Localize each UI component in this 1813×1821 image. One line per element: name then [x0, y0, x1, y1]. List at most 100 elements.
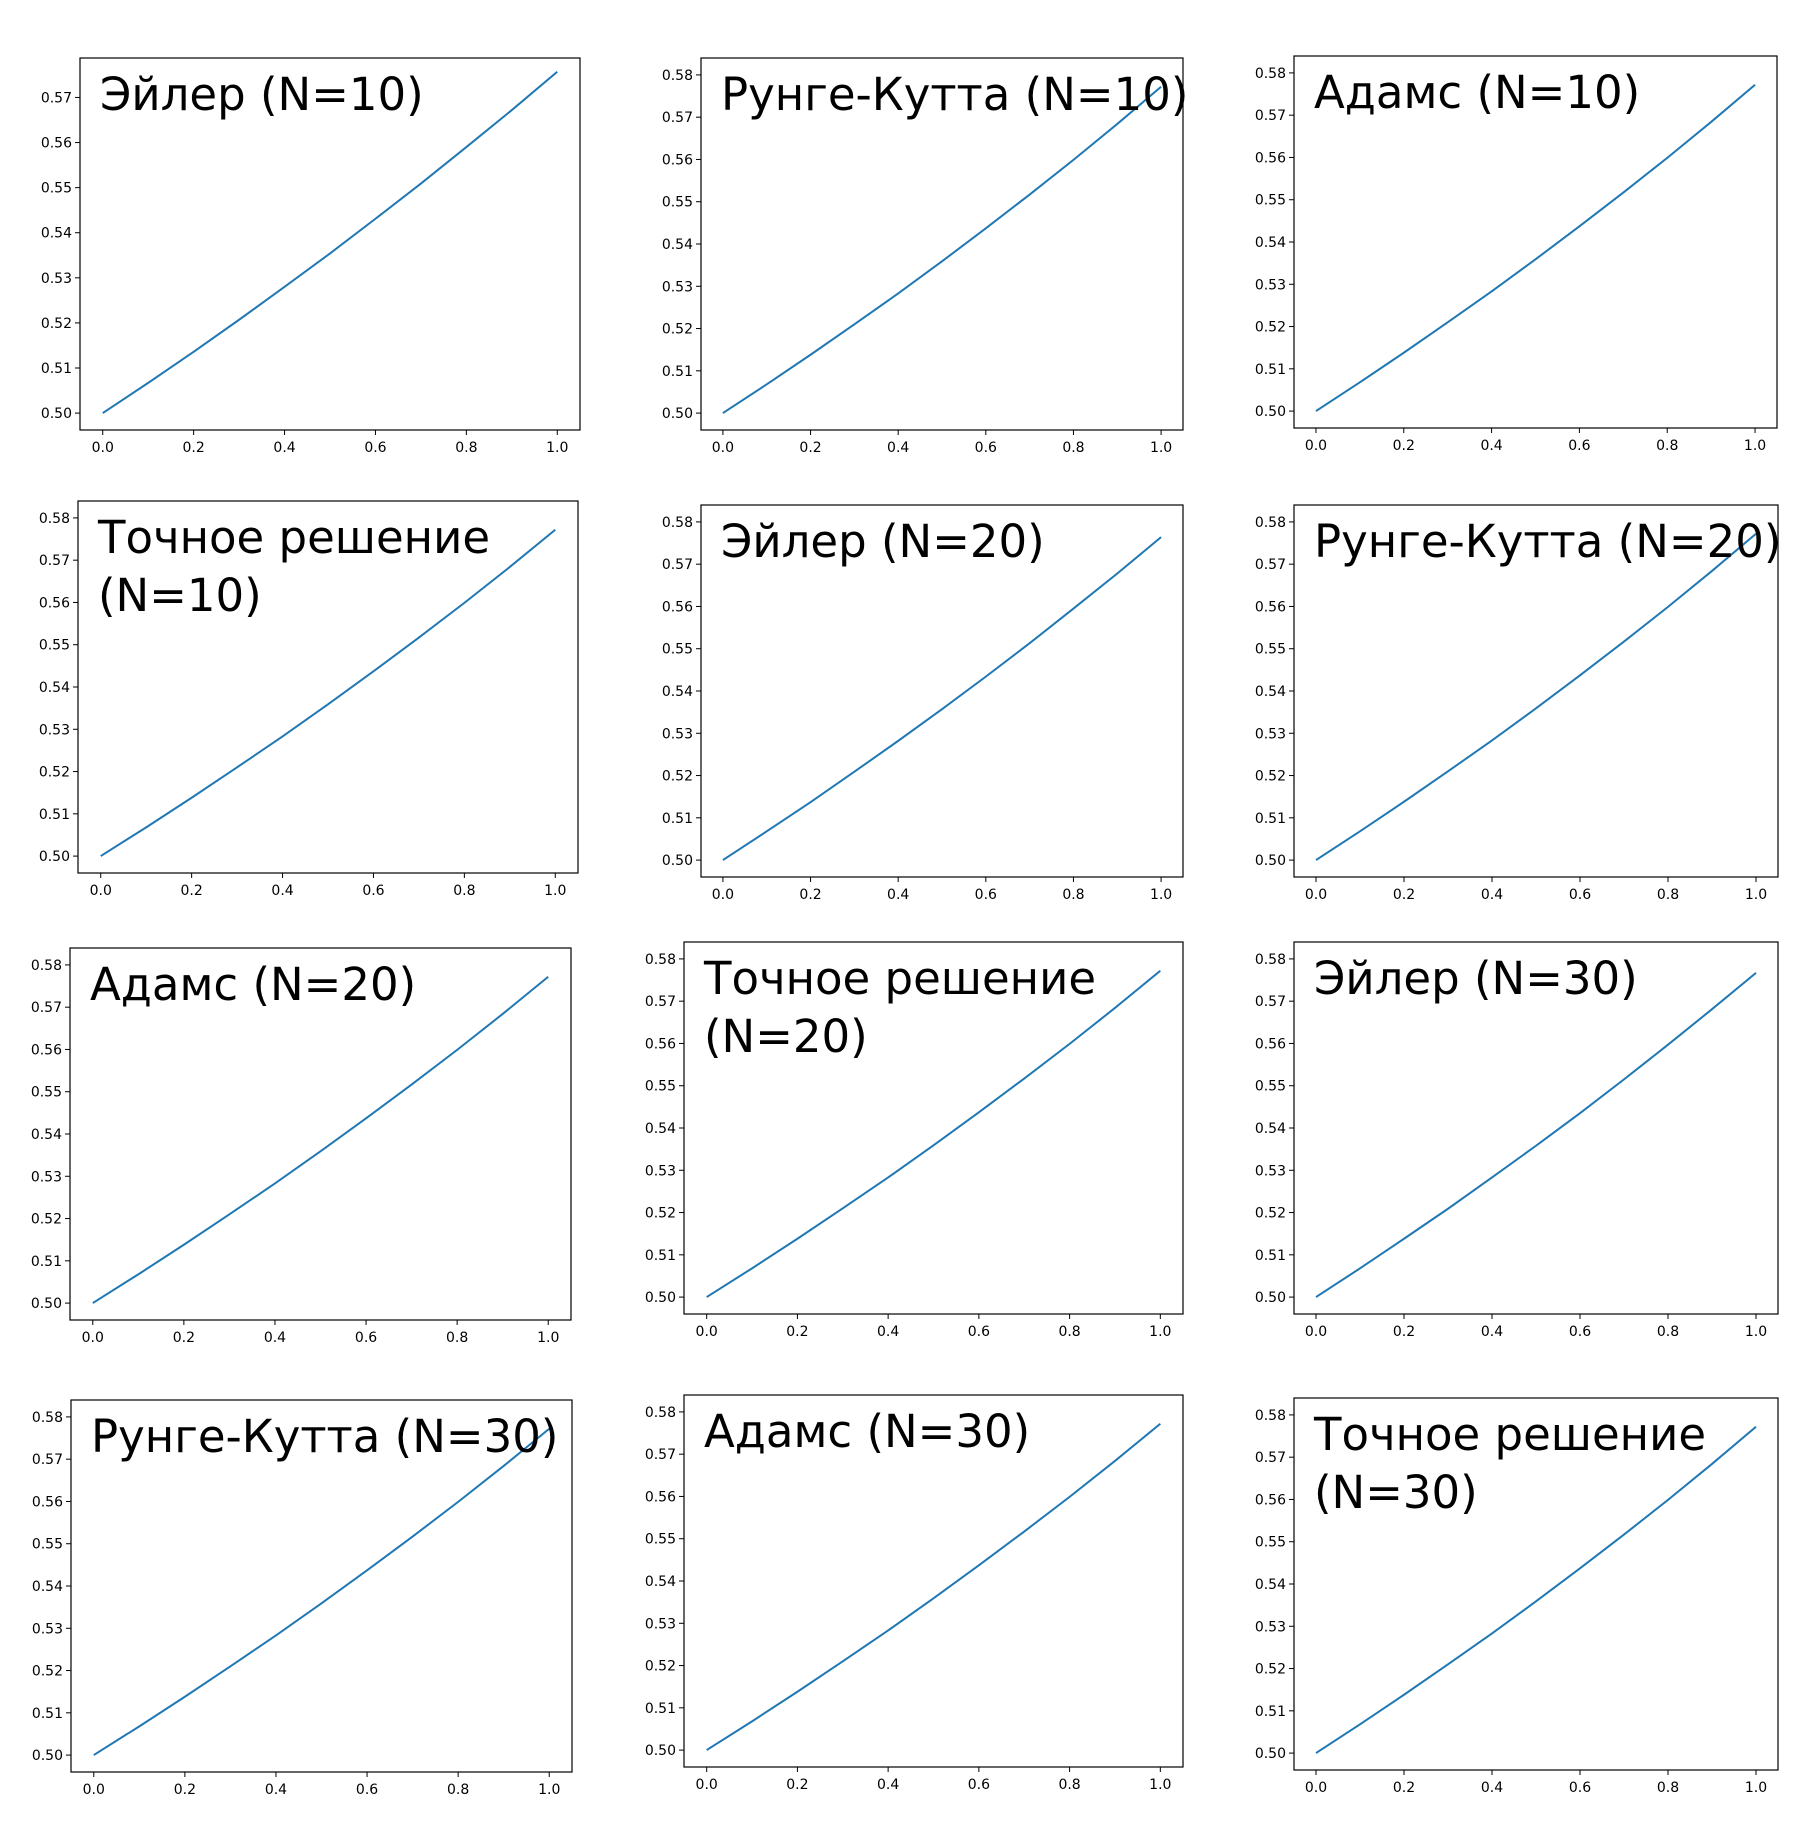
y-tick-label: 0.53 — [645, 1163, 676, 1179]
x-tick-label: 0.2 — [1393, 438, 1415, 454]
x-tick-label: 0.6 — [364, 440, 386, 456]
y-tick-label: 0.56 — [31, 1042, 62, 1058]
x-tick-label: 0.2 — [1393, 1780, 1415, 1796]
y-tick-label: 0.51 — [41, 361, 72, 377]
axes-frame — [79, 57, 581, 431]
chart-title: (N=30) — [1314, 1466, 1478, 1519]
x-tick-label: 0.2 — [183, 440, 205, 456]
x-tick-label: 0.2 — [799, 440, 821, 456]
x-tick-label: 0.0 — [1305, 1780, 1327, 1796]
y-tick-label: 0.52 — [645, 1659, 676, 1675]
y-tick-label: 0.57 — [1255, 557, 1286, 573]
x-tick-label: 0.4 — [877, 1777, 899, 1793]
y-tick-label: 0.54 — [39, 680, 70, 696]
chart-panel-9: 0.0 0.2 0.4 0.6 0.8 1.0 0.50 0.51 0.52 0.53 0.54 0.… — [1255, 941, 1779, 1340]
chart-panel-12: 0.0 0.2 0.4 0.6 0.8 1.0 0.50 0.51 0.52 0.53 0.54 0.… — [1255, 1397, 1779, 1796]
x-tick-label: 0.2 — [1393, 1324, 1415, 1340]
y-tick-label: 0.52 — [1255, 1662, 1286, 1678]
y-tick-label: 0.56 — [1255, 1036, 1286, 1052]
y-tick-label: 0.54 — [1255, 1121, 1286, 1137]
y-tick-label: 0.51 — [31, 1254, 62, 1270]
y-tick-label: 0.56 — [645, 1036, 676, 1052]
y-tick-label: 0.50 — [1255, 1746, 1286, 1762]
x-tick-label: 1.0 — [1744, 438, 1766, 454]
x-tick-label: 1.0 — [546, 440, 568, 456]
y-tick-label: 0.51 — [662, 811, 693, 827]
x-tick-label: 0.8 — [455, 440, 477, 456]
y-tick-label: 0.51 — [1255, 1248, 1286, 1264]
x-tick-label: 0.6 — [1568, 438, 1590, 454]
y-tick-label: 0.54 — [645, 1121, 676, 1137]
y-tick-label: 0.56 — [1255, 150, 1286, 166]
x-tick-label: 0.8 — [1058, 1324, 1080, 1340]
chart-panel-6: 0.0 0.2 0.4 0.6 0.8 1.0 0.50 0.51 0.52 0.53 0.54 0.… — [1255, 504, 1781, 903]
chart-title: Эйлер (N=10) — [100, 68, 424, 121]
chart-panel-3: 0.0 0.2 0.4 0.6 0.8 1.0 0.50 0.51 0.52 0.53 0.54 0.… — [1255, 55, 1778, 454]
y-tick-label: 0.52 — [662, 322, 693, 338]
x-tick-label: 1.0 — [1150, 440, 1172, 456]
x-tick-label: 1.0 — [1745, 1780, 1767, 1796]
y-tick-label: 0.57 — [39, 553, 70, 569]
x-tick-label: 1.0 — [537, 1330, 559, 1346]
y-tick-label: 0.52 — [32, 1664, 63, 1680]
x-tick-label: 0.6 — [356, 1782, 378, 1798]
x-tick-label: 0.2 — [173, 1330, 195, 1346]
x-tick-label: 0.4 — [273, 440, 295, 456]
x-tick-label: 0.4 — [271, 883, 293, 899]
y-tick-label: 0.53 — [41, 271, 72, 287]
x-tick-label: 1.0 — [1745, 887, 1767, 903]
y-tick-label: 0.58 — [39, 511, 70, 527]
y-tick-label: 0.55 — [1255, 193, 1286, 209]
y-tick-label: 0.56 — [645, 1489, 676, 1505]
y-tick-label: 0.55 — [662, 195, 693, 211]
y-tick-label: 0.58 — [1255, 1408, 1286, 1424]
y-tick-label: 0.55 — [1255, 642, 1286, 658]
chart-panel-7: 0.0 0.2 0.4 0.6 0.8 1.0 0.50 0.51 0.52 0.53 0.54 0.… — [31, 947, 572, 1346]
x-tick-label: 0.6 — [968, 1324, 990, 1340]
y-tick-label: 0.52 — [39, 765, 70, 781]
y-tick-label: 0.57 — [1255, 994, 1286, 1010]
chart-title: Рунге-Кутта (N=20) — [1314, 515, 1781, 568]
y-tick-label: 0.54 — [662, 684, 693, 700]
y-tick-label: 0.53 — [31, 1169, 62, 1185]
chart-title: Точное решение — [703, 952, 1096, 1005]
chart-panel-2: 0.0 0.2 0.4 0.6 0.8 1.0 0.50 0.51 0.52 0.53 0.54 0.… — [662, 57, 1188, 456]
y-tick-label: 0.53 — [32, 1621, 63, 1637]
y-tick-label: 0.55 — [31, 1085, 62, 1101]
y-tick-label: 0.57 — [32, 1452, 63, 1468]
x-tick-label: 0.8 — [1657, 1324, 1679, 1340]
chart-panel-10: 0.0 0.2 0.4 0.6 0.8 1.0 0.50 0.51 0.52 0.53 0.54 0.… — [32, 1399, 573, 1798]
y-tick-label: 0.58 — [645, 1405, 676, 1421]
x-tick-label: 0.0 — [92, 440, 114, 456]
series-line — [93, 1427, 550, 1756]
y-tick-label: 0.54 — [645, 1574, 676, 1590]
x-tick-label: 0.4 — [1480, 438, 1502, 454]
y-tick-label: 0.50 — [1255, 1290, 1286, 1306]
x-tick-label: 0.6 — [1569, 1780, 1591, 1796]
x-tick-label: 0.8 — [1062, 887, 1084, 903]
x-tick-label: 0.0 — [712, 440, 734, 456]
chart-title: Точное решение — [1313, 1408, 1706, 1461]
series-line — [1315, 532, 1757, 861]
y-tick-label: 0.52 — [645, 1206, 676, 1222]
y-tick-label: 0.50 — [1255, 853, 1286, 869]
x-tick-label: 0.6 — [975, 440, 997, 456]
y-tick-label: 0.57 — [645, 994, 676, 1010]
y-tick-label: 0.58 — [662, 515, 693, 531]
y-tick-label: 0.51 — [645, 1701, 676, 1717]
series-line — [722, 536, 1162, 861]
y-tick-label: 0.55 — [32, 1537, 63, 1553]
y-tick-label: 0.52 — [662, 769, 693, 785]
x-tick-label: 0.8 — [446, 1330, 468, 1346]
x-tick-label: 1.0 — [1149, 1777, 1171, 1793]
y-tick-label: 0.53 — [645, 1616, 676, 1632]
x-tick-label: 0.0 — [696, 1324, 718, 1340]
x-tick-label: 0.6 — [975, 887, 997, 903]
y-tick-label: 0.56 — [32, 1494, 63, 1510]
x-tick-label: 0.4 — [887, 440, 909, 456]
series-line — [706, 1422, 1161, 1751]
x-tick-label: 0.0 — [712, 887, 734, 903]
x-tick-label: 0.8 — [1657, 1780, 1679, 1796]
x-tick-label: 0.6 — [355, 1330, 377, 1346]
x-tick-label: 1.0 — [544, 883, 566, 899]
